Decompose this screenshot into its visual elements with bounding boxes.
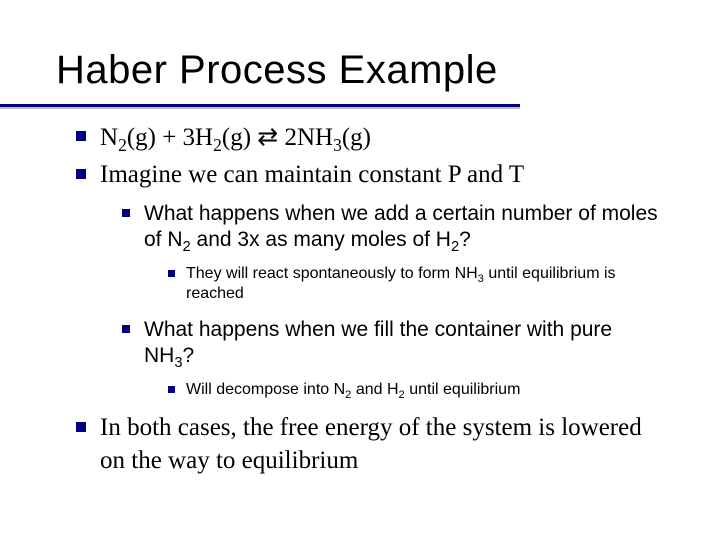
bullet-equation: N2(g) + 3H2(g) ⇄ 2NH3(g) (100, 121, 664, 155)
bullet-list-level2: What happens when we add a certain numbe… (100, 201, 664, 400)
bullet-fill-container-text: What happens when we fill the container … (144, 318, 612, 367)
bullet-list-level1: N2(g) + 3H2(g) ⇄ 2NH3(g) Imagine we can … (56, 121, 664, 477)
bullet-list-level3b: Will decompose into N2 and H2 until equi… (144, 380, 664, 401)
slide-title: Haber Process Example (56, 48, 664, 93)
bullet-both-cases: In both cases, the free energy of the sy… (100, 412, 664, 477)
bullet-list-level3a: They will react spontaneously to form NH… (144, 264, 664, 306)
title-rule-shadow (0, 107, 520, 109)
bullet-add-moles: What happens when we add a certain numbe… (144, 201, 664, 305)
bullet-decompose: Will decompose into N2 and H2 until equi… (186, 380, 664, 401)
bullet-fill-container: What happens when we fill the container … (144, 317, 664, 400)
slide: Haber Process Example N2(g) + 3H2(g) ⇄ 2… (0, 0, 720, 540)
bullet-imagine: Imagine we can maintain constant P and T… (100, 159, 664, 401)
bullet-imagine-text: Imagine we can maintain constant P and T (100, 161, 524, 188)
bullet-add-moles-text: What happens when we add a certain numbe… (144, 202, 658, 251)
bullet-react-spontaneously: They will react spontaneously to form NH… (186, 264, 664, 306)
